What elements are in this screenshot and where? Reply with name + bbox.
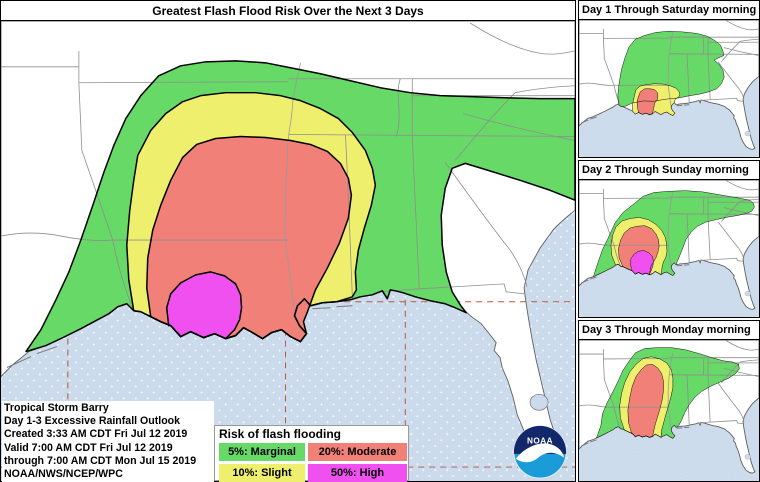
noaa-logo: NOAA	[513, 425, 567, 479]
panel-day1: Day 1 Through Saturday morning	[578, 0, 760, 158]
legend: Risk of flash flooding 5%: Marginal 20%:…	[214, 425, 409, 482]
info-line: Valid 7:00 AM CDT Fri Jul 12 2019	[4, 441, 173, 454]
day2-map	[579, 180, 759, 317]
panel-day3: Day 3 Through Monday morning	[578, 320, 760, 482]
page-title: Greatest Flash Flood Risk Over the Next …	[1, 1, 575, 21]
main-panel: Greatest Flash Flood Risk Over the Next …	[0, 0, 576, 482]
info-line: Created 3:33 AM CDT Fri Jul 12 2019	[4, 428, 188, 441]
panel-day2: Day 2 Through Sunday morning	[578, 160, 760, 318]
noaa-logo-bird-icon	[515, 443, 565, 463]
day1-map	[579, 20, 759, 157]
panel-day1-title: Day 1 Through Saturday morning	[579, 1, 759, 20]
noaa-logo-text: NOAA	[527, 436, 553, 445]
info-line: Day 1-3 Excessive Rainfall Outlook	[4, 415, 181, 428]
issuance-info: Tropical Storm Barry Day 1-3 Excessive R…	[2, 401, 214, 482]
panel-day3-title: Day 3 Through Monday morning	[579, 321, 759, 340]
info-line: NOAA/NWS/NCEP/WPC	[4, 468, 123, 481]
info-line: Tropical Storm Barry	[4, 402, 109, 414]
day3-map	[579, 340, 759, 481]
legend-item-slight: 10%: Slight	[219, 464, 305, 482]
legend-item-high: 50%: High	[308, 464, 407, 482]
legend-item-moderate: 20%: Moderate	[308, 443, 407, 461]
legend-title: Risk of flash flooding	[219, 427, 341, 441]
legend-item-marginal: 5%: Marginal	[219, 443, 305, 461]
panel-day2-title: Day 2 Through Sunday morning	[579, 161, 759, 180]
legend-grid: 5%: Marginal 20%: Moderate 10%: Slight 5…	[219, 443, 407, 482]
info-line: through 7:00 AM CDT Mon Jul 15 2019	[4, 454, 197, 467]
